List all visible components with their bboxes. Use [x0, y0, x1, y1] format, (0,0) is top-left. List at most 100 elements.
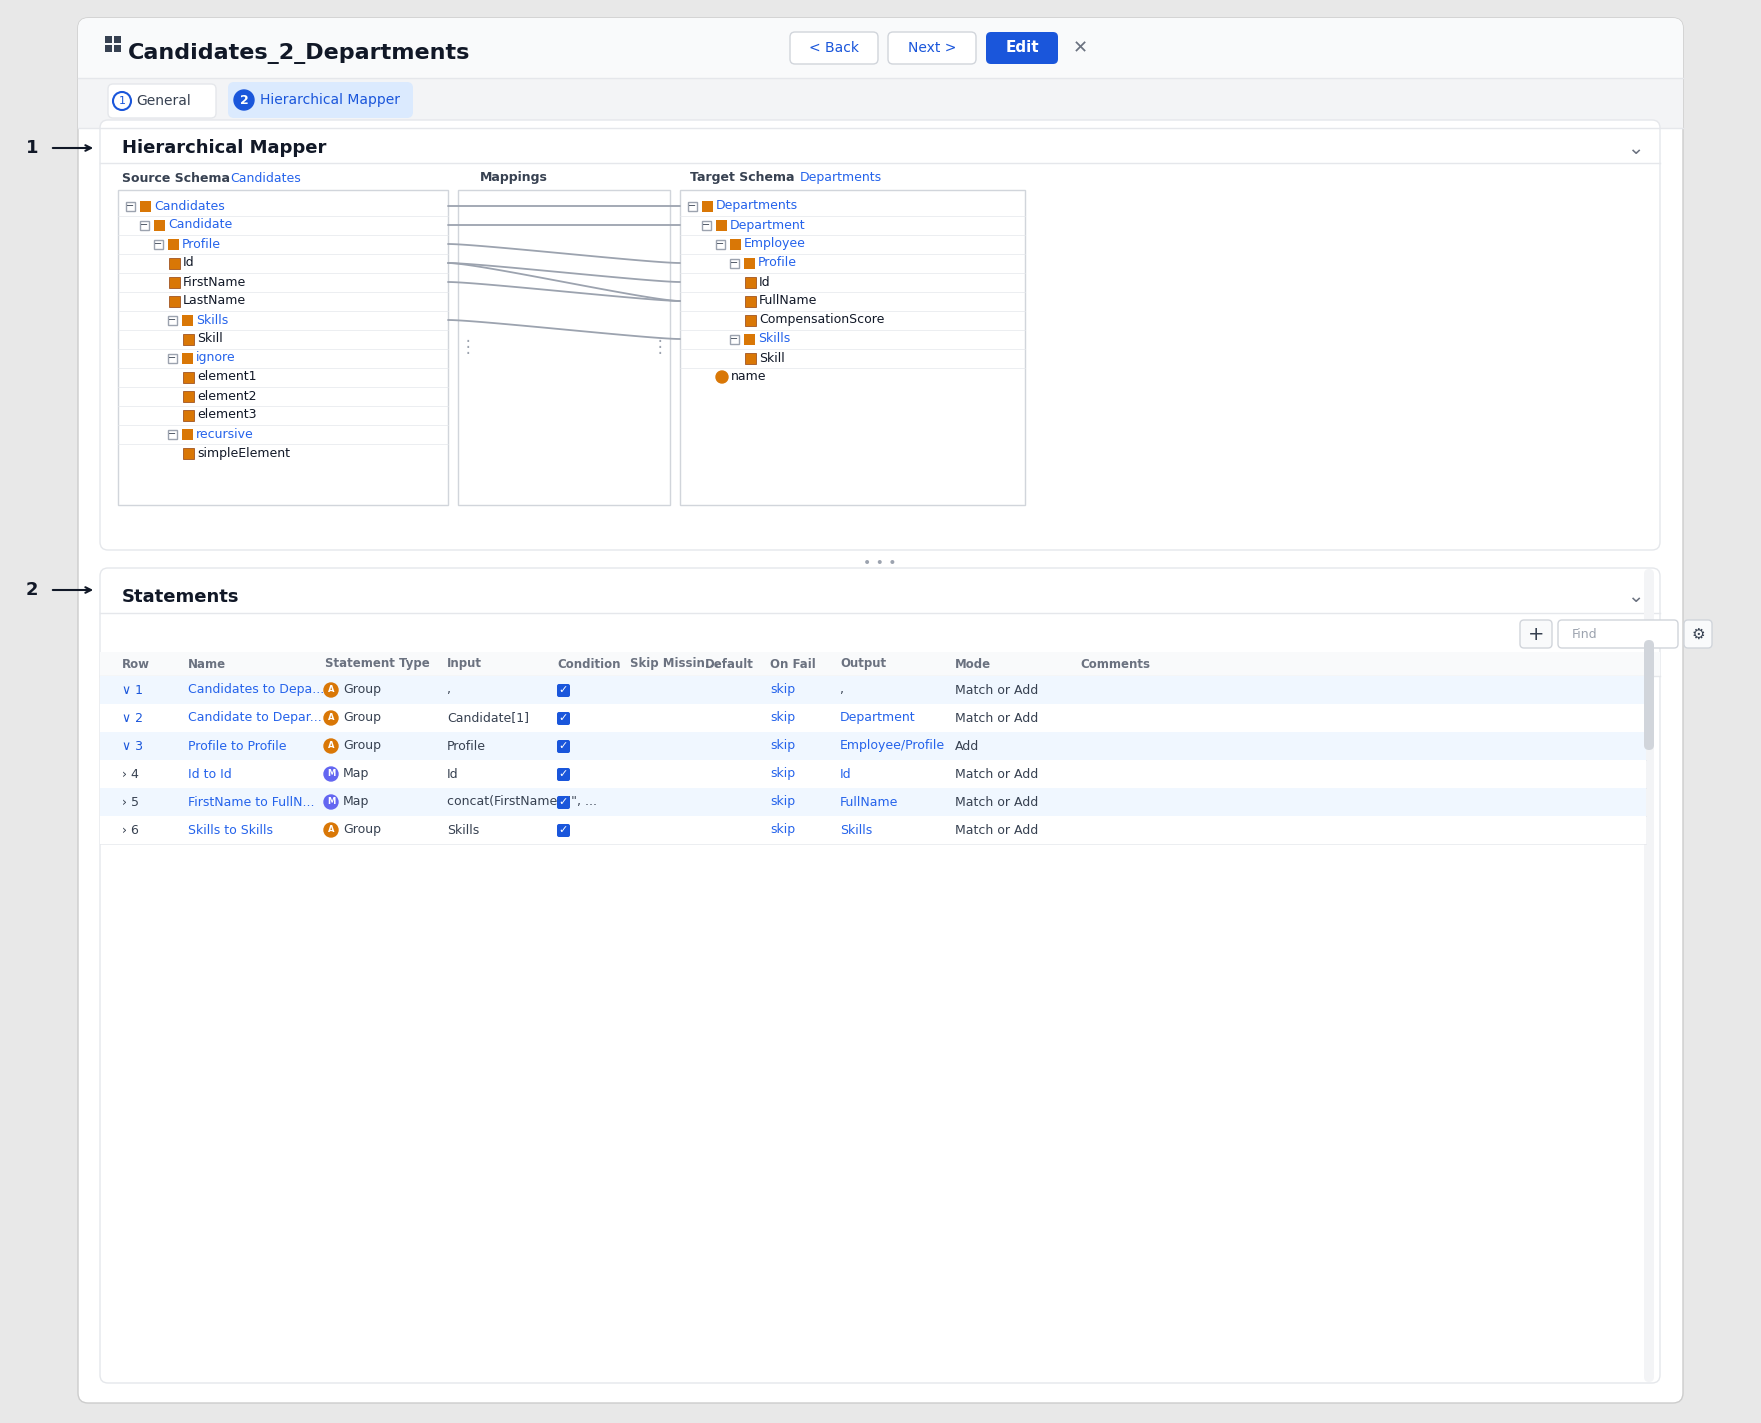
Text: Candidates: Candidates: [231, 172, 301, 185]
Text: Employee: Employee: [743, 238, 807, 250]
Text: › 5: › 5: [122, 795, 139, 808]
FancyBboxPatch shape: [227, 83, 414, 118]
Text: Group: Group: [343, 712, 380, 724]
Text: Id to Id: Id to Id: [188, 767, 232, 780]
Text: −: −: [153, 239, 162, 249]
Text: −: −: [703, 221, 710, 231]
Text: Skills: Skills: [757, 333, 791, 346]
Text: FullName: FullName: [840, 795, 898, 808]
Text: simpleElement: simpleElement: [197, 447, 291, 460]
Text: Match or Add: Match or Add: [954, 683, 1039, 696]
Text: Mode: Mode: [954, 657, 991, 670]
Bar: [118, 191, 447, 505]
Text: −: −: [731, 258, 738, 268]
Bar: [745, 277, 755, 287]
Text: Department: Department: [840, 712, 916, 724]
Text: skip: skip: [770, 824, 796, 837]
Circle shape: [324, 683, 338, 697]
Text: ✓: ✓: [558, 797, 567, 807]
Text: element1: element1: [197, 370, 257, 384]
Text: Hierarchical Mapper: Hierarchical Mapper: [122, 139, 326, 157]
Text: 2: 2: [26, 581, 39, 599]
Text: Match or Add: Match or Add: [954, 767, 1039, 780]
Text: Source Schema: Source Schema: [122, 172, 231, 185]
Text: ✓: ✓: [558, 713, 567, 723]
Bar: [689, 202, 697, 211]
Text: 2: 2: [239, 94, 248, 107]
Circle shape: [324, 712, 338, 724]
Text: A: A: [328, 713, 335, 723]
Text: Match or Add: Match or Add: [954, 712, 1039, 724]
Text: element2: element2: [197, 390, 257, 403]
Text: −: −: [139, 221, 148, 231]
Text: Candidates_2_Departments: Candidates_2_Departments: [129, 43, 470, 64]
Text: −: −: [167, 314, 176, 324]
Text: Candidate to Depar...: Candidate to Depar...: [188, 712, 322, 724]
Text: ✓: ✓: [558, 741, 567, 751]
Bar: [100, 704, 1647, 731]
Circle shape: [324, 739, 338, 753]
Text: ⚙: ⚙: [1691, 626, 1705, 642]
Text: ⌄: ⌄: [1627, 138, 1643, 158]
Circle shape: [324, 767, 338, 781]
Text: ⌄: ⌄: [1627, 588, 1643, 606]
Text: A: A: [328, 686, 335, 694]
Bar: [743, 334, 755, 344]
Text: skip: skip: [770, 795, 796, 808]
FancyBboxPatch shape: [1558, 620, 1678, 647]
Bar: [106, 36, 113, 43]
Text: Map: Map: [343, 767, 370, 780]
Text: −: −: [167, 353, 176, 363]
Text: Target Schema: Target Schema: [690, 172, 794, 185]
Text: Department: Department: [731, 219, 805, 232]
Bar: [181, 353, 194, 364]
Text: 1: 1: [118, 95, 125, 105]
Text: M: M: [328, 797, 335, 807]
Text: ∨ 3: ∨ 3: [122, 740, 143, 753]
Text: Statement Type: Statement Type: [326, 657, 430, 670]
Text: −: −: [717, 239, 724, 249]
Bar: [731, 259, 740, 268]
Text: +: +: [1529, 625, 1544, 643]
Bar: [114, 36, 122, 43]
Bar: [680, 191, 1025, 505]
Text: ∨ 2: ∨ 2: [122, 712, 143, 724]
Circle shape: [717, 371, 727, 383]
Text: Name: Name: [188, 657, 225, 670]
Bar: [169, 258, 180, 269]
Text: Departments: Departments: [799, 172, 882, 185]
Text: Profile: Profile: [757, 256, 798, 269]
Bar: [106, 46, 113, 53]
Text: M: M: [328, 770, 335, 778]
Bar: [731, 239, 741, 250]
Text: Hierarchical Mapper: Hierarchical Mapper: [261, 92, 400, 107]
Text: Profile to Profile: Profile to Profile: [188, 740, 287, 753]
Bar: [153, 221, 166, 231]
Circle shape: [324, 795, 338, 810]
Bar: [745, 296, 755, 307]
FancyBboxPatch shape: [888, 31, 976, 64]
Text: ,: ,: [840, 683, 844, 696]
Bar: [169, 277, 180, 287]
Text: ,: ,: [447, 683, 451, 696]
Text: ✓: ✓: [558, 684, 567, 694]
FancyBboxPatch shape: [1645, 640, 1654, 750]
FancyBboxPatch shape: [556, 824, 571, 837]
Text: Match or Add: Match or Add: [954, 795, 1039, 808]
Text: Skills: Skills: [840, 824, 872, 837]
Bar: [127, 202, 136, 211]
Bar: [167, 430, 178, 440]
Bar: [745, 353, 755, 364]
Text: ⋮: ⋮: [460, 339, 475, 356]
Text: Match or Add: Match or Add: [954, 824, 1039, 837]
Text: Group: Group: [343, 824, 380, 837]
FancyBboxPatch shape: [556, 795, 571, 810]
Bar: [100, 652, 1661, 676]
FancyBboxPatch shape: [556, 684, 571, 697]
Text: FirstName to FullN...: FirstName to FullN...: [188, 795, 315, 808]
Bar: [183, 410, 194, 421]
Text: • • •: • • •: [863, 556, 896, 571]
FancyBboxPatch shape: [1645, 569, 1654, 1382]
Text: Row: Row: [122, 657, 150, 670]
Bar: [100, 731, 1647, 760]
